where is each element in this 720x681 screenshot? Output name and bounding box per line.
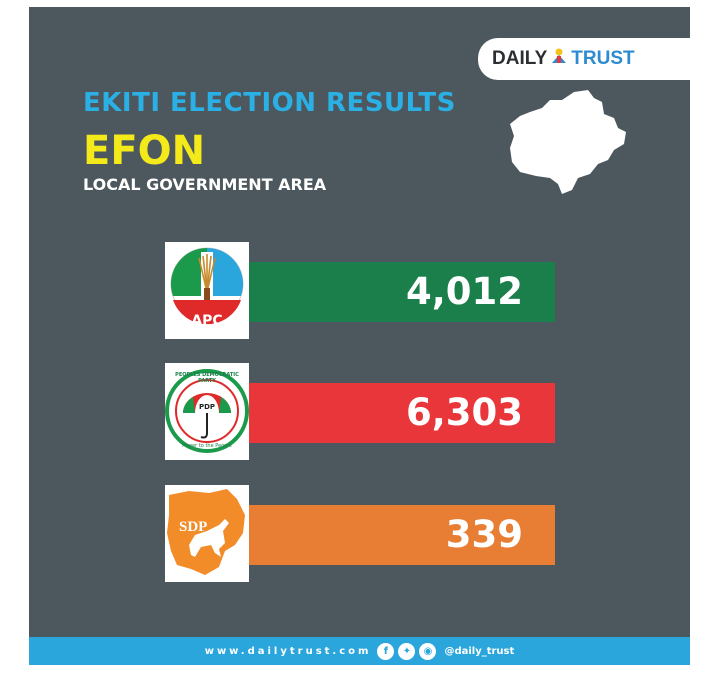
logo-daily-text: DAILY	[492, 48, 548, 69]
sdp-vote-bar: 339	[249, 505, 555, 565]
sdp-vote-count: 339	[445, 513, 523, 556]
pdp-ring-top-text: PEOPLES DEMOCRATIC PARTY	[175, 372, 239, 384]
logo-emblem-icon	[550, 47, 568, 71]
logo-trust-text: TRUST	[571, 48, 635, 69]
sdp-logo: SDP	[165, 485, 249, 582]
apc-vote-count: 4,012	[405, 270, 523, 313]
result-row-pdp: PDP PEOPLES DEMOCRATIC PARTY Power to th…	[165, 363, 555, 460]
result-row-sdp: SDP 339	[165, 485, 555, 582]
sdp-logo-label: SDP	[179, 519, 208, 535]
efon-map-icon	[510, 90, 626, 194]
apc-vote-bar: 4,012	[249, 262, 555, 322]
website-link[interactable]: www.dailytrust.com	[204, 645, 372, 657]
apc-logo-label: APC	[191, 313, 223, 329]
pdp-logo: PDP PEOPLES DEMOCRATIC PARTY Power to th…	[165, 363, 249, 460]
lga-name: EFON	[83, 128, 206, 174]
daily-trust-logo: DAILY TRUST	[478, 38, 690, 80]
facebook-icon[interactable]: f	[377, 642, 395, 660]
pdp-vote-bar: 6,303	[249, 383, 555, 443]
twitter-icon[interactable]: ✦	[398, 642, 416, 660]
result-row-apc: APC 4,012	[165, 242, 555, 339]
lga-subtitle: LOCAL GOVERNMENT AREA	[83, 175, 327, 194]
svg-text:PDP: PDP	[199, 403, 215, 411]
page-title: EKITI ELECTION RESULTS	[83, 88, 456, 118]
pdp-ring-bottom-text: Power to the People	[182, 443, 232, 449]
instagram-icon[interactable]: ◉	[419, 642, 437, 660]
apc-logo: APC	[165, 242, 249, 339]
footer-bar: www.dailytrust.com f ✦ ◉ @daily_trust	[29, 637, 690, 665]
pdp-vote-count: 6,303	[405, 391, 523, 434]
social-handle[interactable]: @daily_trust	[444, 645, 515, 657]
